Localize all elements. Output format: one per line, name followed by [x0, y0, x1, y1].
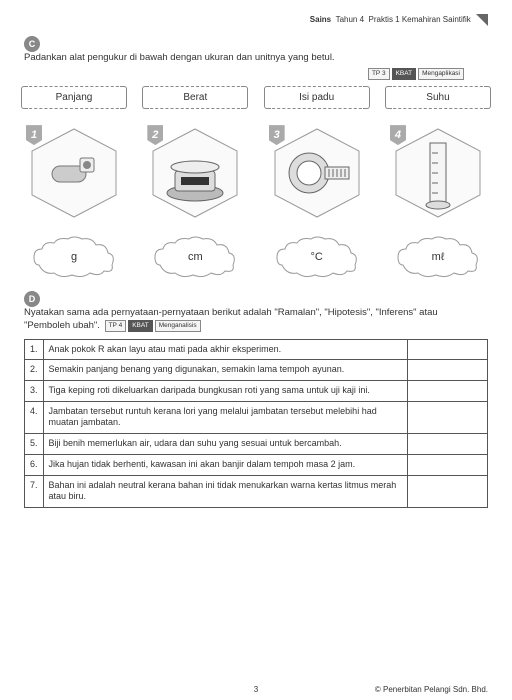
- section-d-tags: TP 4KBATMenganalisis: [103, 323, 201, 330]
- row-text: Semakin panjang benang yang digunakan, s…: [43, 360, 407, 381]
- practice: Praktis 1 Kemahiran Saintifik: [369, 15, 471, 24]
- unit-label: °C: [310, 251, 322, 263]
- unit-label: cm: [188, 251, 203, 263]
- unit-label: mℓ: [432, 251, 445, 263]
- tag-tp: TP 4: [105, 320, 127, 332]
- table-row: 3.Tiga keping roti dikeluarkan daripada …: [25, 381, 488, 402]
- section-d: D Nyatakan sama ada pernyataan-pernyataa…: [24, 291, 488, 508]
- answer-cell[interactable]: [408, 360, 488, 381]
- row-text: Tiga keping roti dikeluarkan daripada bu…: [43, 381, 407, 402]
- statements-table: 1.Anak pokok R akan layu atau mati pada …: [24, 339, 488, 508]
- tag-kbat: KBAT: [392, 68, 417, 80]
- section-d-instruction: Nyatakan sama ada pernyataan-pernyataan …: [24, 307, 464, 333]
- units-row: g cm °C mℓ: [24, 235, 488, 279]
- table-row: 1.Anak pokok R akan layu atau mati pada …: [25, 339, 488, 360]
- unit-label: g: [71, 251, 77, 263]
- property-row: Panjang Berat Isi padu Suhu: [24, 86, 488, 109]
- section-c-badge: C: [24, 36, 40, 52]
- tag-tp: TP 3: [368, 68, 390, 80]
- table-row: 6.Jika hujan tidak berhenti, kawasan ini…: [25, 454, 488, 475]
- answer-cell[interactable]: [408, 434, 488, 455]
- row-num: 6.: [25, 454, 44, 475]
- row-text: Biji benih memerlukan air, udara dan suh…: [43, 434, 407, 455]
- property-box: Panjang: [24, 86, 124, 109]
- row-num: 3.: [25, 381, 44, 402]
- unit-cloud: mℓ: [388, 235, 488, 279]
- row-num: 4.: [25, 401, 44, 433]
- unit-cloud: cm: [145, 235, 245, 279]
- tool-hex: 1: [24, 123, 124, 223]
- row-num: 2.: [25, 360, 44, 381]
- answer-cell[interactable]: [408, 475, 488, 507]
- row-text: Jika hujan tidak berhenti, kawasan ini a…: [43, 454, 407, 475]
- page-header: Sains Tahun 4 Praktis 1 Kemahiran Sainti…: [24, 14, 488, 26]
- section-d-badge: D: [24, 291, 40, 307]
- corner-icon: [476, 14, 488, 26]
- tag-skill: Menganalisis: [155, 320, 201, 332]
- tool-hex: 4: [388, 123, 488, 223]
- section-c-instruction: Padankan alat pengukur di bawah dengan u…: [24, 52, 464, 80]
- row-text: Jambatan tersebut runtuh kerana lori yan…: [43, 401, 407, 433]
- answer-cell[interactable]: [408, 401, 488, 433]
- table-row: 5.Biji benih memerlukan air, udara dan s…: [25, 434, 488, 455]
- property-box: Berat: [145, 86, 245, 109]
- tag-kbat: KBAT: [128, 320, 153, 332]
- answer-cell[interactable]: [408, 454, 488, 475]
- page-number: 3: [254, 685, 258, 694]
- tool-hex: 2: [145, 123, 245, 223]
- section-c-tags: TP 3KBATMengaplikasi: [24, 67, 464, 80]
- tag-skill: Mengaplikasi: [418, 68, 464, 80]
- copyright: © Penerbitan Pelangi Sdn. Bhd.: [375, 685, 488, 694]
- section-d-text: Nyatakan sama ada pernyataan-pernyataan …: [24, 307, 438, 331]
- answer-cell[interactable]: [408, 339, 488, 360]
- level: Tahun 4: [336, 15, 364, 24]
- property-box: Isi padu: [267, 86, 367, 109]
- tools-row: 1 2 3 4: [24, 123, 488, 223]
- row-text: Bahan ini adalah neutral kerana bahan in…: [43, 475, 407, 507]
- table-row: 7.Bahan ini adalah neutral kerana bahan …: [25, 475, 488, 507]
- table-row: 2.Semakin panjang benang yang digunakan,…: [25, 360, 488, 381]
- row-num: 7.: [25, 475, 44, 507]
- unit-cloud: g: [24, 235, 124, 279]
- answer-cell[interactable]: [408, 381, 488, 402]
- property-box: Suhu: [388, 86, 488, 109]
- section-c-text: Padankan alat pengukur di bawah dengan u…: [24, 52, 335, 63]
- unit-cloud: °C: [267, 235, 367, 279]
- section-c: C Padankan alat pengukur di bawah dengan…: [24, 36, 488, 279]
- row-num: 5.: [25, 434, 44, 455]
- subject: Sains: [310, 15, 331, 24]
- row-num: 1.: [25, 339, 44, 360]
- page-footer: 3 © Penerbitan Pelangi Sdn. Bhd.: [24, 685, 488, 694]
- tool-hex: 3: [267, 123, 367, 223]
- table-row: 4.Jambatan tersebut runtuh kerana lori y…: [25, 401, 488, 433]
- row-text: Anak pokok R akan layu atau mati pada ak…: [43, 339, 407, 360]
